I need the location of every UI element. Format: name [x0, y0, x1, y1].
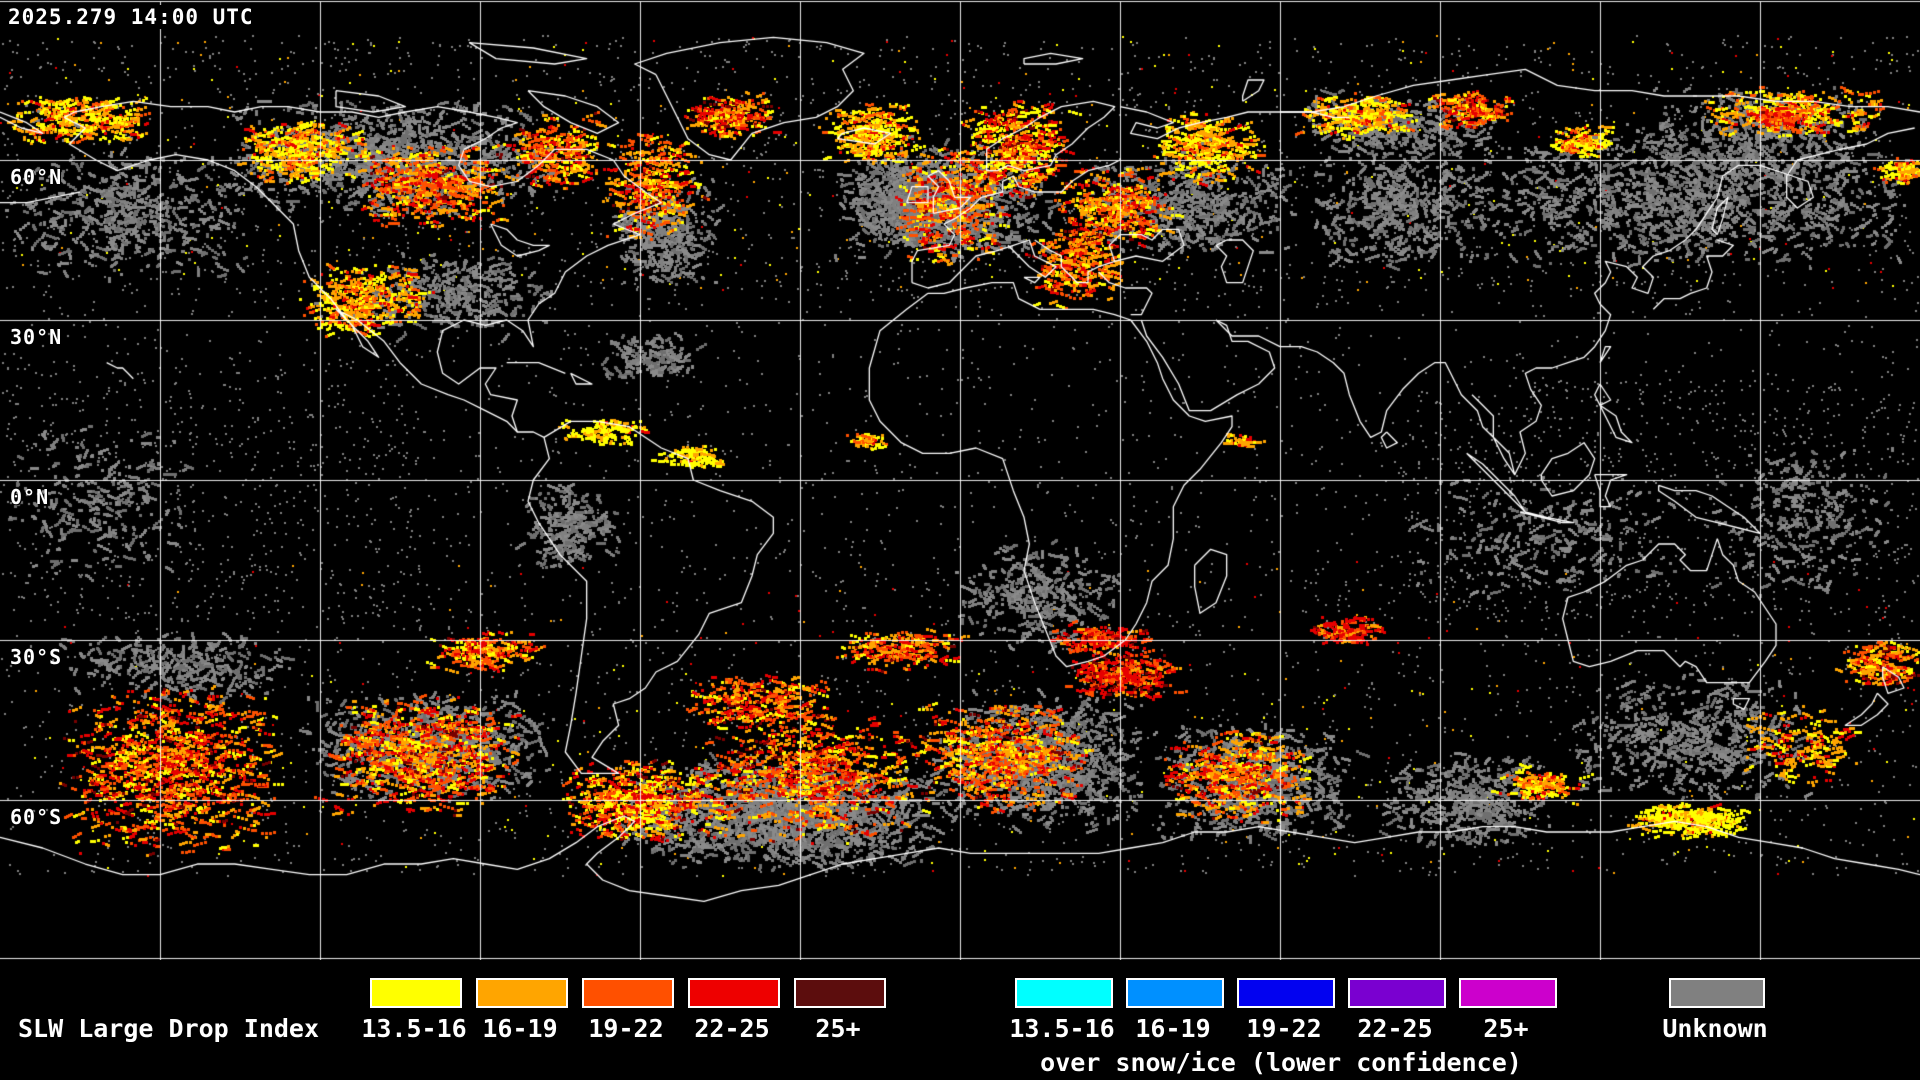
legend-unknown-group: Unknown	[0, 960, 1920, 1080]
latitude-label-30n: 30°N	[10, 325, 63, 349]
world-map: 2025.279 14:00 UTC 60°N 30°N 0°N 30°S 60°S	[0, 0, 1920, 960]
legend-warm-3-swatch	[688, 978, 780, 1008]
legend-warm-0-label: 13.5-16	[361, 1014, 467, 1043]
timestamp: 2025.279 14:00 UTC	[5, 5, 257, 29]
legend-warm-1-label: 16-19	[482, 1014, 558, 1043]
latitude-label-60n: 60°N	[10, 165, 63, 189]
world-map-canvas	[0, 0, 1920, 960]
legend-cool-2-label: 19-22	[1246, 1014, 1322, 1043]
legend-warm-0-swatch	[370, 978, 462, 1008]
legend-cool-4-label: 25+	[1483, 1014, 1529, 1043]
legend-warm-2-label: 19-22	[588, 1014, 664, 1043]
latitude-label-60s: 60°S	[10, 805, 63, 829]
legend-cool-3-label: 22-25	[1357, 1014, 1433, 1043]
legend-unknown-label: Unknown	[1662, 1014, 1768, 1043]
legend-cool-0-swatch	[1015, 978, 1113, 1008]
legend-cool-4-swatch	[1459, 978, 1557, 1008]
latitude-label-0n: 0°N	[10, 485, 50, 509]
legend-warm-4-swatch	[794, 978, 886, 1008]
latitude-label-30s: 30°S	[10, 645, 63, 669]
legend-warm-group: 13.5-16 16-19 19-22 22-25 25+	[0, 960, 1920, 1080]
legend-warm-2-swatch	[582, 978, 674, 1008]
legend-cool-1-swatch	[1126, 978, 1224, 1008]
legend-warm-3-label: 22-25	[694, 1014, 770, 1043]
legend-snow-ice-subtitle: over snow/ice (lower confidence)	[1040, 1048, 1522, 1077]
legend-title: SLW Large Drop Index	[18, 1014, 320, 1043]
legend: SLW Large Drop Index 13.5-16 16-19 19-22 22…	[0, 960, 1920, 1080]
legend-cool-group: 13.5-16 16-19 19-22 22-25 25+	[0, 960, 1920, 1080]
legend-unknown-swatch	[1669, 978, 1765, 1008]
legend-cool-2-swatch	[1237, 978, 1335, 1008]
legend-cool-3-swatch	[1348, 978, 1446, 1008]
legend-cool-1-label: 16-19	[1135, 1014, 1211, 1043]
legend-warm-1-swatch	[476, 978, 568, 1008]
legend-warm-4-label: 25+	[815, 1014, 861, 1043]
legend-cool-0-label: 13.5-16	[1009, 1014, 1115, 1043]
